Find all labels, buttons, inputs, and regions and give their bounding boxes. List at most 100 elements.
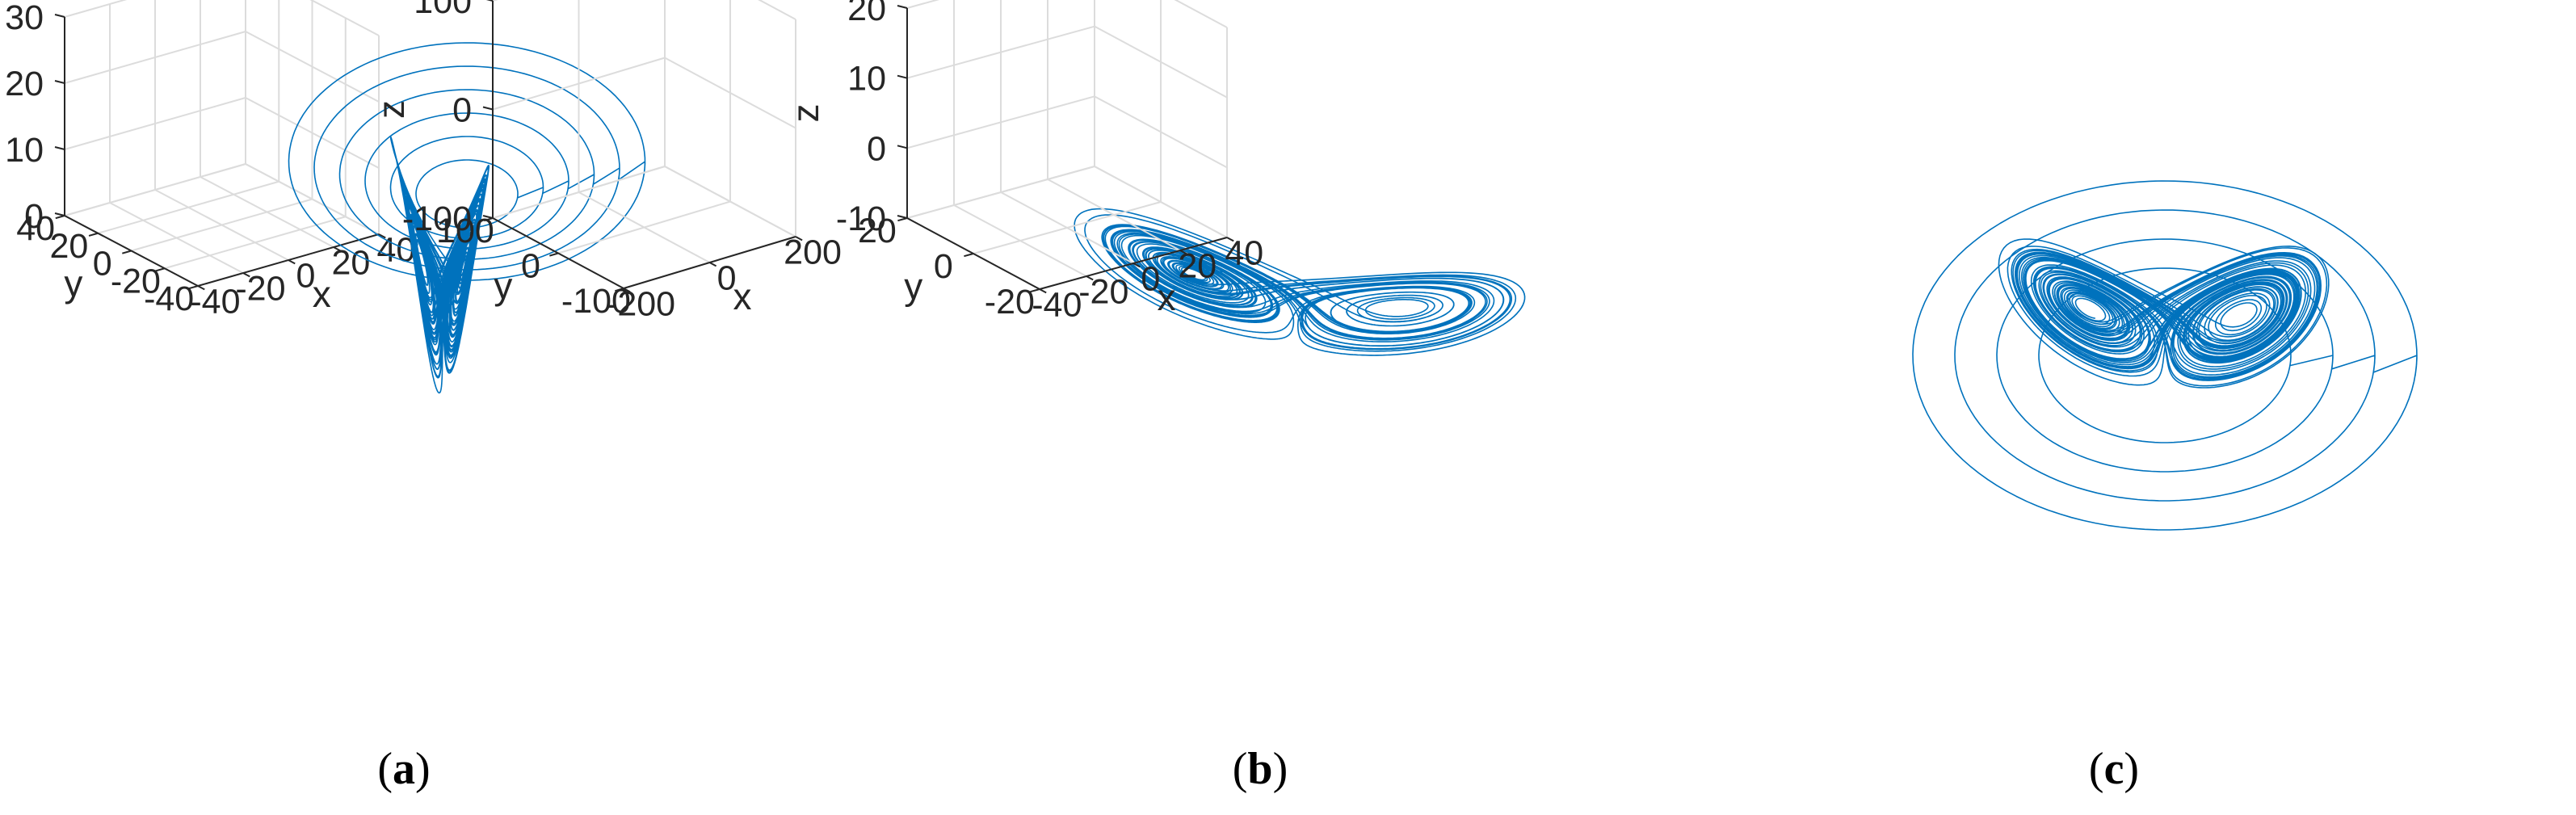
y-tick-mark	[964, 253, 974, 258]
wall-grid-line	[64, 31, 246, 84]
wall-grid-line	[64, 163, 246, 216]
x-tick-label: 0	[1141, 259, 1160, 298]
z-tick-label: 10	[5, 131, 44, 170]
attractor-trajectory	[288, 42, 646, 281]
x-tick-mark	[709, 262, 717, 267]
x-tick-label: 200	[784, 233, 842, 271]
x-axis-label: x	[733, 275, 752, 317]
x-tick-mark	[1133, 263, 1141, 268]
z-tick-label: 100	[414, 0, 472, 21]
z-tick-label: 0	[867, 129, 886, 168]
x-tick-label: 20	[1178, 246, 1217, 285]
z-tick-mark	[897, 74, 908, 79]
x-tick-label: 0	[296, 256, 315, 295]
wall-grid-line	[664, 57, 796, 129]
x-tick-mark	[795, 236, 803, 242]
y-tick-mark	[88, 232, 99, 237]
x-tick-mark	[288, 259, 296, 265]
wall-grid-line	[1174, 0, 1228, 28]
x-tick-mark	[197, 285, 205, 291]
wall-grid-line	[245, 31, 380, 103]
wall-grid-line	[492, 166, 666, 219]
z-tick-label: 10	[847, 60, 886, 99]
z-tick-label: 20	[5, 65, 44, 103]
floor-grid-line	[973, 201, 1162, 254]
z-axis-label: z	[784, 104, 826, 123]
x-tick-label: 0	[717, 258, 737, 297]
z-tick-mark	[54, 146, 65, 150]
wall-grid-line	[64, 97, 246, 150]
z-tick-mark	[897, 5, 908, 9]
z-tick-mark	[54, 14, 65, 18]
x-tick-mark	[242, 272, 250, 278]
wall-grid-line	[1094, 25, 1228, 99]
y-tick-label: 0	[934, 247, 953, 286]
z-axis-label: z	[370, 100, 412, 119]
attractor-trajectory	[389, 136, 490, 394]
wall-grid-line	[245, 97, 380, 169]
x-tick-label: 40	[1225, 233, 1263, 272]
y-tick-mark	[155, 267, 166, 272]
wall-grid-line	[906, 25, 1095, 79]
floor-grid-line	[164, 216, 347, 270]
y-tick-label: -40	[144, 279, 194, 318]
x-tick-label: -40	[1032, 285, 1082, 324]
z-tick-mark	[897, 215, 908, 219]
y-axis-label: y	[64, 263, 82, 305]
wall-grid-line	[906, 95, 1095, 149]
attractor-trajectory	[1998, 238, 2330, 389]
y-tick-label: 0	[521, 247, 540, 286]
x-tick-label: -20	[235, 269, 285, 308]
x-tick-label: -40	[190, 282, 240, 321]
z-tick-mark	[482, 106, 494, 111]
x-tick-mark	[1179, 250, 1187, 255]
z-tick-mark	[485, 0, 494, 2]
panel-caption: (a)	[377, 744, 430, 794]
x-tick-label: 20	[332, 243, 371, 282]
y-tick-label: -20	[111, 262, 161, 300]
z-tick-label: 0	[24, 197, 44, 236]
y-tick-mark	[1030, 288, 1040, 293]
floor-grid-line	[97, 180, 279, 234]
wall-grid-line	[758, 0, 796, 20]
y-tick-label: 20	[49, 227, 88, 266]
panel-caption: (c)	[2089, 744, 2139, 794]
z-tick-label: 30	[5, 0, 44, 37]
x-axis-label: x	[1158, 276, 1176, 318]
wall-grid-line	[309, 0, 380, 36]
y-tick-mark	[122, 250, 132, 254]
x-tick-mark	[1086, 275, 1094, 281]
y-tick-label: -20	[985, 283, 1035, 321]
wall-grid-line	[245, 163, 380, 235]
y-axis-label: y	[904, 265, 922, 307]
z-tick-mark	[54, 212, 65, 216]
x-tick-mark	[333, 246, 341, 252]
x-tick-mark	[1039, 288, 1047, 294]
attractor-trajectory	[1074, 208, 1526, 356]
wall-grid-line	[1094, 166, 1228, 238]
x-tick-mark	[623, 288, 631, 293]
y-tick-label: -100	[561, 282, 631, 321]
attractor-trajectory	[1912, 180, 2418, 531]
z-tick-label: 0	[452, 91, 472, 130]
wall-grid-line	[664, 166, 796, 237]
z-tick-mark	[54, 80, 65, 84]
z-tick-mark	[482, 215, 494, 219]
x-tick-mark	[378, 233, 386, 239]
y-tick-label: 100	[436, 212, 494, 250]
y-axis-label: y	[494, 265, 512, 307]
wall-grid-line	[64, 0, 128, 18]
y-tick-label: 0	[93, 245, 112, 284]
wall-grid-line	[492, 57, 666, 111]
z-tick-mark	[897, 145, 908, 149]
wall-grid-line	[1094, 95, 1228, 169]
x-tick-label: -20	[1078, 272, 1128, 311]
y-tick-mark	[549, 252, 559, 257]
y-tick-mark	[615, 288, 624, 292]
z-tick-label: -100	[402, 200, 472, 238]
wall-grid-line	[906, 166, 1095, 219]
panel-caption: (b)	[1233, 744, 1288, 794]
